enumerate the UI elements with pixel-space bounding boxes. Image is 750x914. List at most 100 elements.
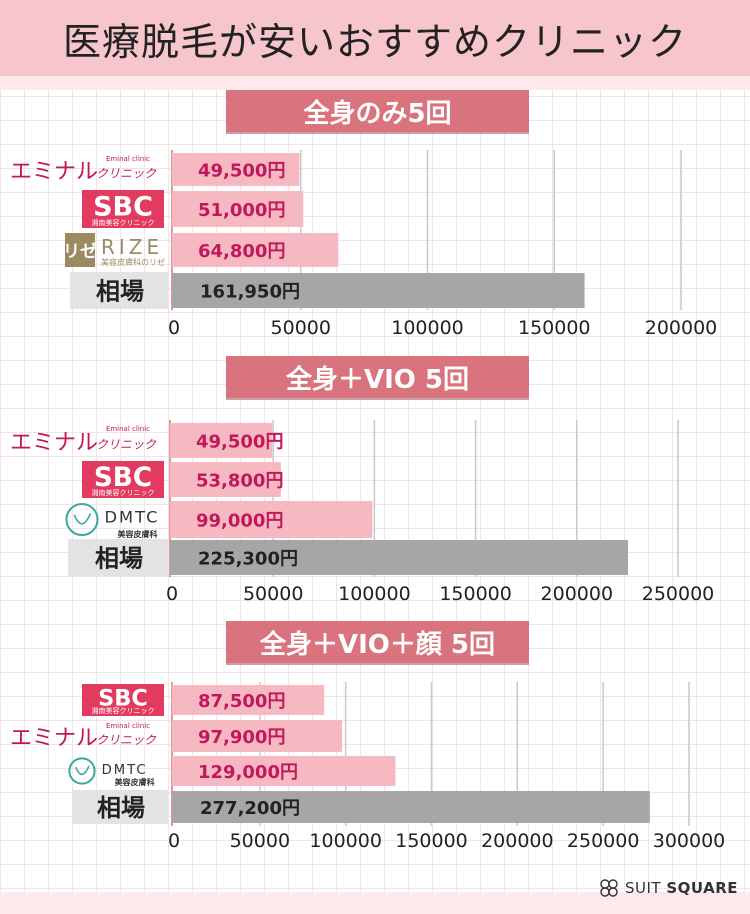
average-label-text: 相場 bbox=[97, 794, 145, 822]
dmtc-main-text: DMTC bbox=[105, 508, 160, 527]
eminal-tiny-text: Eminal clinic bbox=[106, 425, 150, 433]
eminal-sub-text: クリニック bbox=[96, 733, 157, 747]
average-label-bg bbox=[68, 539, 168, 576]
average-bar bbox=[170, 540, 629, 575]
dmtc-leaf-icon bbox=[74, 765, 90, 776]
tick-label: 0 bbox=[166, 583, 178, 605]
clinic-bar bbox=[172, 233, 339, 267]
data-label: 129,000円 bbox=[198, 762, 298, 783]
data-label: 49,500円 bbox=[196, 432, 283, 453]
eminal-tiny-text: Eminal clinic bbox=[106, 155, 150, 163]
sbc-main-text: SBC bbox=[93, 191, 153, 222]
data-label: 225,300円 bbox=[198, 549, 298, 570]
tick-label: 100000 bbox=[338, 583, 411, 605]
dmtc-sub-text: 美容皮膚科 bbox=[115, 777, 155, 787]
title-bar: 医療脱毛が安いおすすめクリニック bbox=[0, 0, 750, 76]
average-bar bbox=[172, 273, 585, 308]
clinic-bar bbox=[170, 423, 273, 458]
sbc-sub-text: 湘南美容クリニック bbox=[92, 218, 155, 227]
tick-label: 50000 bbox=[243, 583, 303, 605]
brand-name: SUIT SQUARE bbox=[625, 879, 738, 897]
data-label: 49,500円 bbox=[198, 161, 285, 182]
data-label: 53,800円 bbox=[196, 471, 283, 492]
tick-label: 100000 bbox=[309, 830, 382, 852]
tick-label: 150000 bbox=[395, 830, 468, 852]
average-label-text: 相場 bbox=[96, 278, 144, 306]
dmtc-circle-icon bbox=[65, 502, 99, 537]
eminal-main-text: エミナル bbox=[10, 160, 98, 185]
tick-label: 50000 bbox=[271, 317, 331, 339]
data-label: 87,500円 bbox=[198, 691, 285, 712]
section-title-3: 全身＋VIO＋顔 5回 bbox=[226, 621, 529, 663]
tick-label: 150000 bbox=[518, 317, 591, 339]
sbc-logo-bg bbox=[82, 190, 164, 228]
brand-logo: SUIT SQUARE bbox=[599, 878, 738, 898]
rize-main-text: RIZE bbox=[101, 235, 163, 259]
data-label: 97,900円 bbox=[198, 727, 285, 748]
logo-average: 相場 bbox=[70, 272, 168, 309]
sbc-main-text: SBC bbox=[98, 685, 148, 711]
rize-sub-text: 美容皮膚科のリゼ bbox=[101, 257, 165, 267]
clinic-bar bbox=[170, 462, 281, 497]
logo-average: 相場 bbox=[68, 539, 168, 576]
clinic-bar bbox=[172, 153, 300, 186]
clinic-bar bbox=[172, 191, 304, 227]
tick-label: 150000 bbox=[439, 583, 512, 605]
clover-logo-icon bbox=[600, 879, 618, 897]
dmtc-circle-icon bbox=[68, 757, 96, 785]
average-label-text: 相場 bbox=[95, 545, 143, 573]
eminal-sub-text: クリニック bbox=[96, 167, 157, 181]
data-label: 161,950円 bbox=[200, 282, 300, 303]
data-label: 64,800円 bbox=[198, 241, 285, 262]
title-strip bbox=[0, 76, 750, 90]
data-label: 99,000円 bbox=[196, 511, 283, 532]
tick-label: 0 bbox=[168, 317, 180, 339]
tick-label: 200000 bbox=[481, 830, 554, 852]
section-title-2: 全身＋VIO 5回 bbox=[226, 356, 529, 398]
eminal-tiny-text: Eminal clinic bbox=[106, 722, 150, 730]
logo-dmtc: DMTC 美容皮膚科 bbox=[65, 502, 160, 539]
section-title-1: 全身のみ5回 bbox=[226, 90, 529, 132]
rize-mark-text: リゼ bbox=[63, 241, 97, 262]
chart-3: 87,500円 97,900円 129,000円 277,200円 0 50000 1000… bbox=[168, 682, 725, 852]
tick-label: 300000 bbox=[653, 830, 726, 852]
sbc-sub-text: 湘南美容クリニック bbox=[92, 706, 155, 715]
sbc-main-text: SBC bbox=[94, 463, 152, 493]
clinic-bar bbox=[172, 756, 396, 786]
clinic-bar bbox=[172, 685, 325, 715]
tick-label: 250000 bbox=[567, 830, 640, 852]
tick-label: 50000 bbox=[230, 830, 290, 852]
sbc-logo-bg bbox=[82, 461, 164, 498]
clinic-bar bbox=[170, 501, 373, 538]
average-label-bg bbox=[70, 272, 168, 309]
tick-label: 200000 bbox=[541, 583, 614, 605]
eminal-sub-text: クリニック bbox=[96, 438, 157, 452]
brand-name-bold: SQUARE bbox=[666, 879, 738, 897]
rize-mark-bg bbox=[65, 233, 95, 267]
eminal-main-text: エミナル bbox=[10, 726, 98, 751]
dmtc-leaf-icon bbox=[73, 512, 92, 525]
dmtc-main-text: DMTC bbox=[102, 763, 148, 778]
eminal-main-text: エミナル bbox=[10, 431, 98, 456]
data-label: 51,000円 bbox=[198, 200, 285, 221]
tick-label: 200000 bbox=[645, 317, 718, 339]
tick-label: 0 bbox=[168, 830, 180, 852]
tick-label: 250000 bbox=[642, 583, 715, 605]
footer-strip bbox=[0, 892, 750, 914]
brand-name-light: SUIT bbox=[624, 879, 662, 897]
dmtc-sub-text: 美容皮膚科 bbox=[118, 529, 158, 539]
sbc-logo-bg bbox=[82, 684, 164, 716]
logo-average: 相場 bbox=[72, 790, 168, 824]
tick-label: 100000 bbox=[391, 317, 464, 339]
chart-2: 49,500円 53,800円 99,000円 225,300円 0 50000 10000… bbox=[166, 420, 714, 605]
average-label-bg bbox=[72, 790, 168, 824]
